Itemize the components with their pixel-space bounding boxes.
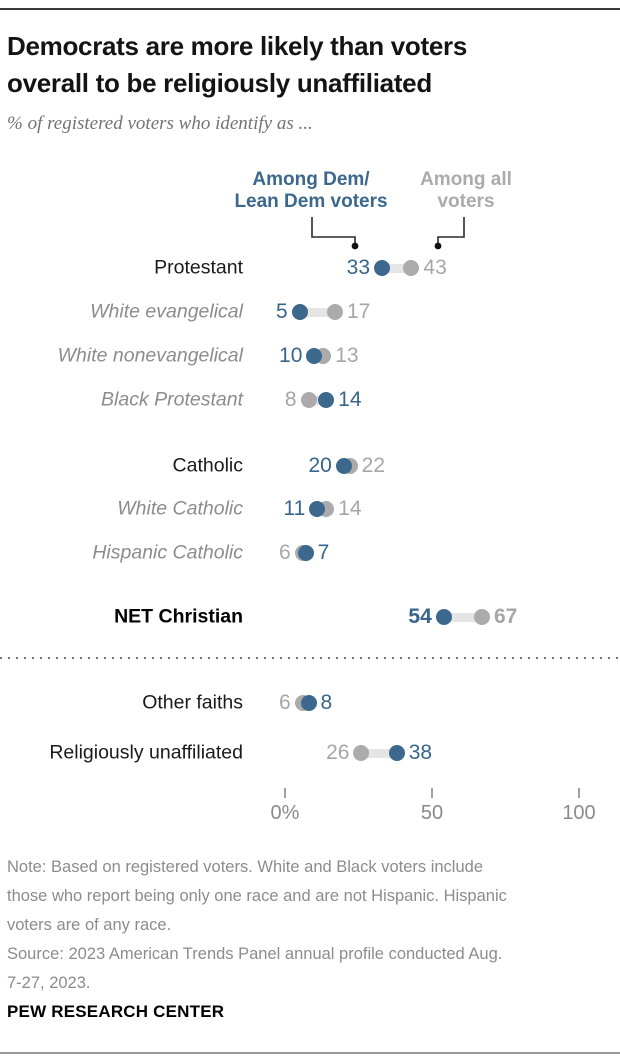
row-label: White nonevangelical — [57, 344, 243, 367]
row-label: Other faiths — [142, 691, 243, 714]
chart-row: Protestant 33 43 — [0, 246, 620, 290]
dem-voters-dot — [300, 695, 317, 711]
legend-all: Among all voters — [356, 169, 576, 213]
all-value: 26 — [326, 741, 350, 764]
chart-row: Black Protestant 8 14 — [0, 378, 620, 422]
all-value: 67 — [493, 605, 518, 628]
dotted-separator — [0, 657, 620, 659]
dem-voters-dot — [291, 304, 308, 320]
dem-voters-dot — [297, 545, 314, 561]
dem-value: 10 — [279, 344, 303, 367]
chart-row: NET Christian 54 67 — [0, 595, 620, 639]
dem-voters-dot — [318, 392, 335, 408]
chart-row: Catholic 20 22 — [0, 444, 620, 488]
bottom-rule — [0, 1052, 620, 1054]
source-line: Source: 2023 American Trends Panel annua… — [7, 945, 503, 963]
legend-all-line: voters — [437, 191, 495, 212]
legend-pointer-lines — [311, 217, 465, 250]
chart-row: Religiously unaffiliated 26 38 — [0, 731, 620, 775]
chart-row: Other faiths 6 8 — [0, 681, 620, 725]
dem-voters-dot — [335, 458, 352, 474]
axis-tick — [431, 788, 433, 798]
note-line: Note: Based on registered voters. White … — [7, 858, 483, 876]
legend-all-line: Among all — [420, 169, 512, 190]
connector-band — [361, 748, 397, 758]
axis-tick-label: 50 — [420, 802, 444, 824]
chart-subtitle: % of registered voters who identify as .… — [7, 113, 313, 134]
row-label: Religiously unaffiliated — [49, 741, 243, 764]
row-label: Protestant — [154, 256, 243, 279]
page-title: Democrats are more likely than voters ov… — [7, 28, 613, 102]
brand-footer: PEW RESEARCH CENTER — [7, 1002, 225, 1021]
connector-band — [299, 307, 335, 317]
title-line: overall to be religiously unaffiliated — [7, 68, 432, 98]
axis-tick-label: 100 — [562, 802, 596, 824]
row-label: Hispanic Catholic — [92, 541, 243, 564]
dem-value: 54 — [408, 605, 432, 628]
legend-dem-line: Among Dem/ — [252, 169, 370, 190]
dem-value: 20 — [308, 454, 332, 477]
row-label: White Catholic — [117, 497, 243, 520]
note-line: voters are of any race. — [7, 916, 172, 934]
chart-row: Hispanic Catholic 6 7 — [0, 531, 620, 575]
legend-dem-line: Lean Dem voters — [234, 191, 388, 212]
row-label: NET Christian — [114, 605, 243, 628]
all-voters-dot — [403, 260, 420, 276]
all-voters-dot — [326, 304, 343, 320]
dem-voters-dot — [388, 745, 405, 761]
row-label: Catholic — [172, 454, 243, 477]
all-value: 22 — [361, 454, 386, 477]
row-label: Black Protestant — [101, 388, 243, 411]
source-text: Source: 2023 American Trends Panel annua… — [7, 940, 617, 998]
axis-tick — [284, 788, 286, 798]
dem-voters-dot — [374, 260, 391, 276]
dem-value: 7 — [317, 541, 330, 564]
source-line: 7-27, 2023. — [7, 974, 91, 992]
axis-tick-label: 0% — [270, 802, 300, 824]
dem-voters-dot — [435, 609, 452, 625]
chart-row: White evangelical 5 17 — [0, 290, 620, 334]
connector-band — [443, 612, 482, 622]
connector-band — [382, 263, 412, 273]
all-voters-dot — [353, 745, 370, 761]
dem-value: 5 — [276, 300, 288, 323]
all-value: 17 — [346, 300, 371, 323]
all-value: 14 — [338, 497, 362, 520]
title-line: Democrats are more likely than voters — [7, 31, 467, 61]
dem-voters-dot — [309, 501, 326, 517]
all-value: 6 — [278, 541, 291, 564]
dem-value: 38 — [408, 741, 433, 764]
all-value: 8 — [284, 388, 297, 411]
all-value: 13 — [335, 344, 359, 367]
row-label: White evangelical — [90, 300, 243, 323]
top-rule — [0, 8, 620, 10]
legend-dem: Among Dem/ Lean Dem voters — [201, 169, 421, 213]
dem-voters-dot — [306, 348, 323, 364]
chart-row: White nonevangelical 10 13 — [0, 334, 620, 378]
all-voters-dot — [300, 392, 317, 408]
dem-value: 14 — [338, 388, 362, 411]
axis-tick — [578, 788, 580, 798]
chart-row: White Catholic 11 14 — [0, 487, 620, 531]
connector-band — [308, 395, 327, 405]
dem-value: 11 — [283, 497, 306, 520]
note-text: Note: Based on registered voters. White … — [7, 853, 617, 940]
dem-value: 8 — [320, 691, 333, 714]
note-line: those who report being only one race and… — [7, 887, 507, 905]
all-value: 43 — [423, 256, 447, 279]
all-voters-dot — [473, 609, 490, 625]
all-value: 6 — [278, 691, 291, 714]
dem-value: 33 — [346, 256, 371, 279]
